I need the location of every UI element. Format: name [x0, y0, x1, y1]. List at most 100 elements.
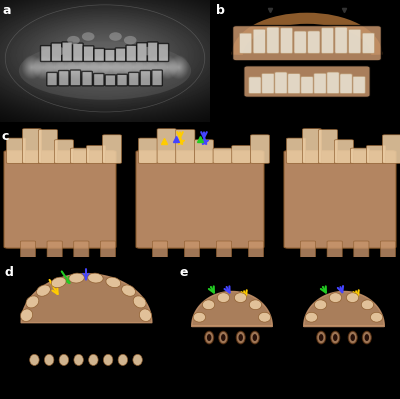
- Ellipse shape: [122, 285, 136, 296]
- Ellipse shape: [89, 354, 98, 365]
- FancyBboxPatch shape: [248, 241, 264, 258]
- Ellipse shape: [319, 334, 324, 341]
- FancyBboxPatch shape: [354, 241, 369, 258]
- FancyBboxPatch shape: [157, 128, 176, 163]
- FancyBboxPatch shape: [308, 31, 320, 53]
- Ellipse shape: [51, 277, 66, 288]
- FancyBboxPatch shape: [318, 130, 338, 163]
- FancyBboxPatch shape: [240, 33, 252, 53]
- FancyBboxPatch shape: [294, 31, 306, 53]
- FancyBboxPatch shape: [176, 130, 195, 163]
- FancyBboxPatch shape: [249, 77, 261, 93]
- Polygon shape: [192, 292, 272, 326]
- FancyBboxPatch shape: [70, 148, 90, 163]
- FancyBboxPatch shape: [327, 241, 342, 258]
- Ellipse shape: [329, 293, 342, 302]
- FancyBboxPatch shape: [47, 241, 62, 258]
- Ellipse shape: [59, 354, 69, 365]
- FancyBboxPatch shape: [280, 28, 293, 53]
- FancyBboxPatch shape: [22, 128, 42, 163]
- FancyBboxPatch shape: [327, 72, 339, 93]
- Ellipse shape: [217, 293, 230, 302]
- FancyBboxPatch shape: [366, 146, 386, 163]
- Ellipse shape: [36, 285, 50, 296]
- Ellipse shape: [69, 273, 84, 283]
- Ellipse shape: [346, 293, 359, 302]
- FancyBboxPatch shape: [158, 43, 169, 61]
- Ellipse shape: [202, 300, 215, 310]
- FancyBboxPatch shape: [4, 151, 116, 248]
- Ellipse shape: [221, 334, 226, 341]
- FancyBboxPatch shape: [314, 73, 326, 93]
- FancyBboxPatch shape: [284, 151, 396, 248]
- Ellipse shape: [361, 300, 374, 310]
- FancyBboxPatch shape: [54, 140, 74, 163]
- FancyBboxPatch shape: [148, 42, 158, 61]
- Ellipse shape: [19, 41, 191, 100]
- FancyBboxPatch shape: [349, 29, 361, 53]
- Ellipse shape: [249, 300, 262, 310]
- FancyBboxPatch shape: [47, 72, 57, 86]
- FancyBboxPatch shape: [74, 241, 89, 258]
- Ellipse shape: [348, 331, 357, 344]
- Ellipse shape: [258, 312, 271, 322]
- FancyBboxPatch shape: [115, 48, 126, 61]
- Ellipse shape: [109, 32, 122, 41]
- Ellipse shape: [238, 334, 243, 341]
- Ellipse shape: [250, 331, 259, 344]
- FancyBboxPatch shape: [286, 138, 306, 163]
- Ellipse shape: [74, 354, 83, 365]
- Text: d: d: [4, 266, 13, 279]
- Text: e: e: [179, 266, 188, 279]
- Ellipse shape: [219, 331, 228, 344]
- FancyBboxPatch shape: [140, 71, 151, 86]
- Ellipse shape: [67, 36, 80, 44]
- FancyBboxPatch shape: [213, 148, 232, 163]
- Ellipse shape: [193, 312, 206, 322]
- FancyBboxPatch shape: [350, 148, 370, 163]
- Ellipse shape: [234, 293, 247, 302]
- FancyBboxPatch shape: [152, 241, 168, 258]
- FancyBboxPatch shape: [20, 241, 36, 258]
- FancyBboxPatch shape: [105, 75, 116, 86]
- Text: c: c: [2, 130, 9, 143]
- Ellipse shape: [133, 354, 142, 365]
- FancyBboxPatch shape: [244, 66, 370, 97]
- FancyBboxPatch shape: [83, 46, 94, 61]
- Text: a: a: [2, 4, 11, 17]
- FancyBboxPatch shape: [105, 49, 115, 61]
- FancyBboxPatch shape: [253, 29, 265, 53]
- Ellipse shape: [236, 331, 245, 344]
- FancyBboxPatch shape: [86, 146, 106, 163]
- Ellipse shape: [364, 334, 369, 341]
- FancyBboxPatch shape: [152, 70, 162, 86]
- Text: b: b: [216, 4, 225, 17]
- Ellipse shape: [331, 331, 340, 344]
- FancyBboxPatch shape: [62, 42, 72, 61]
- FancyBboxPatch shape: [38, 130, 58, 163]
- Ellipse shape: [305, 312, 318, 322]
- Ellipse shape: [350, 334, 355, 341]
- Ellipse shape: [370, 312, 383, 322]
- FancyBboxPatch shape: [117, 74, 127, 86]
- FancyBboxPatch shape: [380, 241, 396, 258]
- Ellipse shape: [118, 354, 128, 365]
- Ellipse shape: [30, 354, 39, 365]
- FancyBboxPatch shape: [300, 241, 316, 258]
- FancyBboxPatch shape: [262, 73, 274, 93]
- FancyBboxPatch shape: [82, 71, 92, 86]
- FancyBboxPatch shape: [362, 33, 374, 53]
- Ellipse shape: [207, 334, 212, 341]
- FancyBboxPatch shape: [102, 135, 122, 163]
- FancyBboxPatch shape: [216, 241, 232, 258]
- FancyBboxPatch shape: [138, 138, 158, 163]
- FancyBboxPatch shape: [267, 27, 279, 53]
- FancyBboxPatch shape: [334, 140, 354, 163]
- Ellipse shape: [103, 354, 113, 365]
- Ellipse shape: [26, 296, 39, 308]
- FancyBboxPatch shape: [100, 241, 116, 258]
- FancyBboxPatch shape: [94, 48, 104, 61]
- FancyBboxPatch shape: [233, 26, 382, 61]
- Ellipse shape: [88, 273, 103, 283]
- Ellipse shape: [133, 296, 146, 308]
